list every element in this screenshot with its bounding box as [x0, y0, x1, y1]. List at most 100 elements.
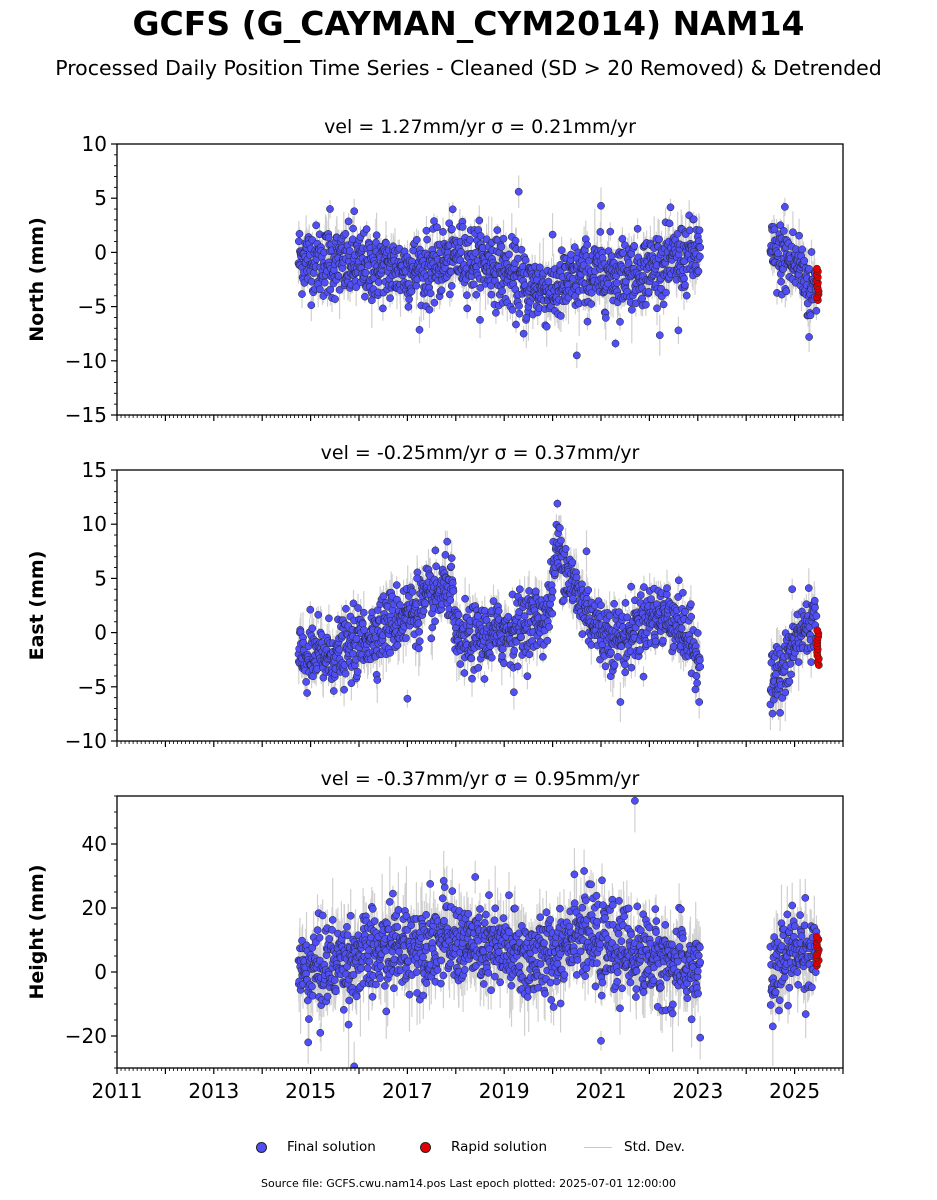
- final-point: [639, 988, 648, 997]
- final-point: [584, 586, 593, 594]
- final-point: [493, 226, 502, 234]
- final-point: [582, 964, 591, 973]
- final-point: [797, 932, 806, 940]
- final-point: [559, 596, 568, 605]
- final-point: [694, 951, 703, 960]
- final-point: [372, 231, 381, 240]
- final-point: [480, 919, 489, 927]
- final-point: [687, 1015, 696, 1024]
- final-point: [324, 233, 333, 242]
- final-point: [412, 968, 421, 976]
- final-point: [606, 227, 615, 236]
- final-point: [616, 1004, 624, 1013]
- final-point: [426, 880, 435, 888]
- final-point: [505, 928, 513, 936]
- xtick-label: 2017: [382, 1079, 433, 1103]
- ytick-label: 5: [94, 566, 107, 590]
- final-point: [633, 902, 642, 911]
- final-point: [498, 287, 506, 296]
- final-point: [694, 267, 703, 276]
- final-point: [422, 910, 430, 919]
- final-point: [422, 226, 431, 235]
- final-point: [627, 305, 636, 314]
- final-point: [312, 221, 320, 230]
- final-point: [472, 290, 481, 299]
- final-point: [342, 604, 350, 613]
- final-point: [354, 604, 362, 612]
- final-point: [621, 599, 630, 607]
- final-point: [361, 292, 369, 301]
- final-point: [485, 891, 493, 899]
- final-point: [381, 982, 389, 990]
- final-point: [460, 965, 469, 974]
- final-point: [811, 603, 819, 612]
- final-point: [556, 999, 565, 1008]
- final-point: [318, 911, 327, 920]
- legend-stddev-line: [584, 1146, 612, 1148]
- final-point: [784, 1001, 792, 1010]
- final-point: [597, 201, 605, 210]
- final-point: [608, 901, 617, 909]
- final-point: [572, 351, 581, 360]
- final-point: [346, 911, 355, 920]
- final-point: [334, 272, 343, 280]
- final-point: [504, 612, 513, 621]
- final-point: [415, 325, 424, 334]
- final-point: [623, 613, 632, 622]
- final-point: [800, 921, 809, 930]
- final-point: [812, 306, 821, 315]
- panel-0-ylabel: North (mm): [26, 217, 48, 342]
- final-point: [632, 993, 640, 1001]
- legend-rapid: Rapid solution: [420, 1136, 547, 1158]
- final-point: [362, 225, 371, 233]
- final-point: [430, 298, 439, 307]
- final-point: [385, 898, 394, 906]
- final-point: [497, 242, 506, 251]
- final-point: [331, 295, 339, 303]
- final-point: [304, 1038, 313, 1047]
- final-point: [331, 987, 340, 996]
- final-point: [614, 653, 622, 661]
- final-point: [591, 982, 600, 991]
- final-point: [484, 969, 493, 977]
- final-point: [469, 280, 478, 289]
- final-point: [441, 551, 450, 559]
- final-point: [315, 933, 324, 942]
- final-point: [677, 905, 685, 914]
- xtick-label: 2013: [188, 1079, 239, 1103]
- final-point: [798, 245, 807, 254]
- final-point: [696, 252, 704, 261]
- final-point: [326, 285, 335, 294]
- final-point: [368, 992, 377, 1001]
- final-point: [359, 608, 368, 617]
- final-point: [494, 607, 503, 615]
- xtick-label: 2021: [576, 1079, 627, 1103]
- final-point: [638, 294, 646, 303]
- final-point: [475, 913, 483, 922]
- final-point: [448, 887, 457, 895]
- final-point: [437, 286, 446, 295]
- final-point: [626, 978, 635, 987]
- legend-rapid-label: Rapid solution: [451, 1139, 547, 1155]
- final-point: [549, 1003, 558, 1011]
- final-point: [376, 974, 384, 982]
- final-point: [598, 978, 607, 987]
- final-point: [696, 943, 704, 952]
- final-point: [542, 908, 551, 917]
- final-point: [308, 624, 317, 633]
- final-point: [449, 587, 458, 595]
- final-point: [794, 658, 803, 666]
- final-point: [325, 935, 334, 943]
- final-point: [510, 688, 518, 697]
- final-point: [668, 940, 676, 949]
- final-point: [601, 314, 610, 322]
- final-point: [767, 658, 776, 667]
- panel-2-data: [294, 796, 823, 1068]
- final-point: [616, 698, 625, 706]
- final-point: [534, 983, 542, 992]
- final-point: [580, 867, 588, 875]
- final-point: [780, 227, 788, 235]
- legend-final-marker: [256, 1141, 267, 1153]
- final-point: [454, 610, 463, 619]
- legend-stddev-label: Std. Dev.: [624, 1139, 685, 1155]
